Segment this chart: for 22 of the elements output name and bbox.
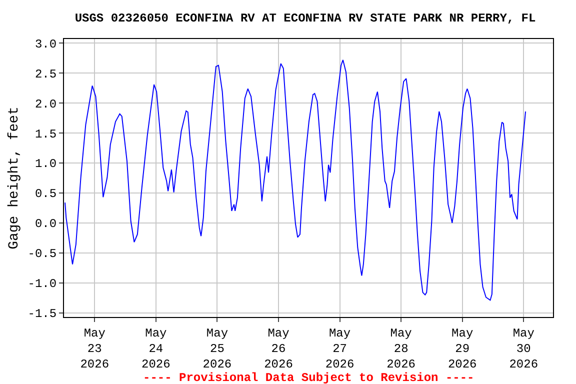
x-tick-label: May 24 2026 [142, 326, 170, 372]
y-tick-label: -1.0 [28, 277, 57, 292]
line-series [64, 59, 526, 301]
y-tick-label: 2.5 [34, 67, 57, 82]
x-tick-label: May 30 2026 [509, 326, 538, 372]
y-tick-label: -1.5 [28, 307, 57, 322]
x-tick-label: May 23 2026 [80, 326, 110, 372]
y-tick-label: 0.5 [34, 187, 57, 202]
y-tick-label: 1.5 [34, 127, 57, 142]
x-tick-label: May 28 2026 [386, 326, 416, 372]
x-tick-label: May 27 2026 [325, 326, 354, 372]
chart-title: USGS 02326050 ECONFINA RV AT ECONFINA RV STATE PARK NR PERRY, FL [74, 11, 536, 26]
y-axis-title: Gage height, feet [6, 106, 22, 250]
y-tick-label: 1.0 [34, 157, 57, 172]
text: ---- Provisional Data Subject to Revision ---- [143, 371, 474, 384]
x-tick-label: May 29 2026 [448, 326, 477, 372]
y-tick-label: 0.0 [34, 217, 57, 232]
x-tick-label: May 25 2026 [202, 326, 232, 372]
y-tick-label: 2.0 [34, 97, 57, 112]
y-tick-label: 3.0 [34, 37, 57, 52]
y-tick-label: -0.5 [28, 247, 57, 262]
x-tick-label: May 26 2026 [264, 326, 293, 372]
